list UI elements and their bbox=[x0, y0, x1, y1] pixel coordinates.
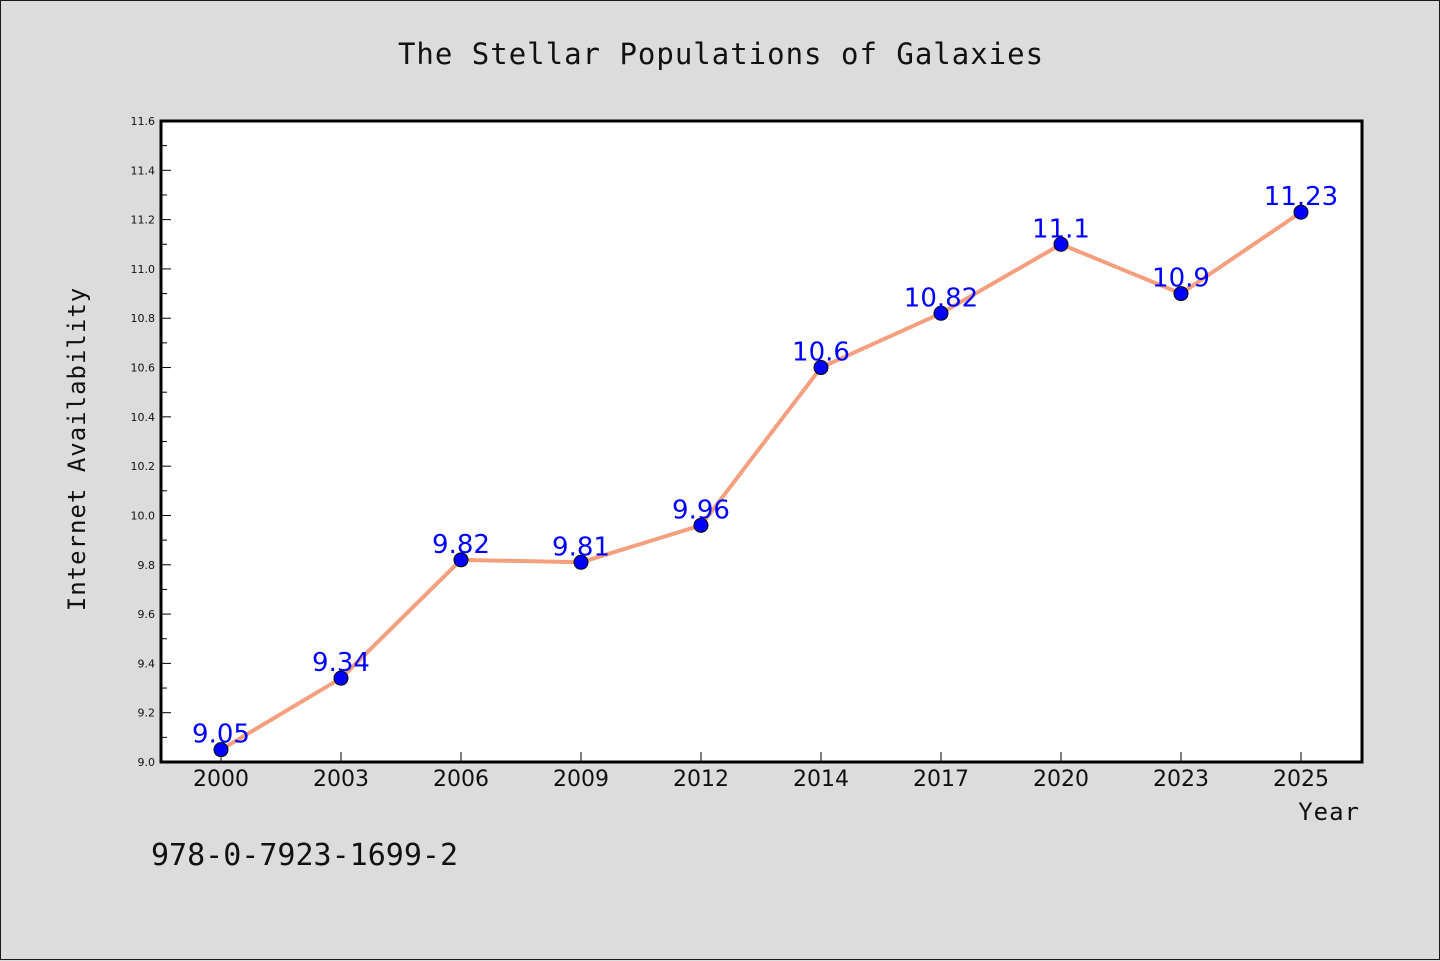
isbn-annotation: 978-0-7923-1699-2 bbox=[151, 838, 458, 873]
y-tick-label: 10.2 bbox=[131, 460, 156, 473]
data-label: 9.81 bbox=[552, 532, 610, 562]
data-label: 9.34 bbox=[312, 648, 370, 678]
data-label: 9.82 bbox=[432, 530, 490, 560]
data-point bbox=[933, 305, 949, 321]
x-tick-label: 2017 bbox=[913, 767, 969, 792]
data-label: 9.96 bbox=[672, 495, 730, 525]
plot-area bbox=[159, 119, 1364, 764]
y-tick-label: 9.8 bbox=[138, 559, 156, 572]
data-point bbox=[693, 517, 709, 533]
x-tick-label: 2020 bbox=[1033, 767, 1089, 792]
data-point bbox=[333, 670, 349, 686]
x-axis-label: Year bbox=[1298, 798, 1360, 826]
y-tick-label: 10.8 bbox=[131, 312, 156, 325]
series-line bbox=[219, 210, 1303, 752]
y-tick-label: 9.4 bbox=[138, 657, 156, 670]
y-tick-label: 10.4 bbox=[131, 411, 156, 424]
x-tick-label: 2023 bbox=[1153, 767, 1209, 792]
data-point bbox=[453, 552, 469, 568]
data-label: 10.6 bbox=[792, 338, 850, 368]
data-point bbox=[1053, 236, 1069, 252]
y-tick-label: 9.6 bbox=[138, 608, 156, 621]
x-tick-label: 2000 bbox=[193, 767, 249, 792]
y-tick-label: 9.0 bbox=[138, 756, 156, 769]
x-tick-label: 2025 bbox=[1273, 767, 1329, 792]
y-tick-label: 11.2 bbox=[131, 214, 156, 227]
x-tick-label: 2009 bbox=[553, 767, 609, 792]
data-label: 10.82 bbox=[904, 283, 978, 313]
y-tick-label: 11.4 bbox=[131, 164, 156, 177]
y-tick-label: 11.0 bbox=[131, 263, 156, 276]
data-point bbox=[1293, 204, 1309, 220]
x-tick-label: 2006 bbox=[433, 767, 489, 792]
y-axis-label: Internet Availability bbox=[63, 287, 91, 611]
chart-title: The Stellar Populations of Galaxies bbox=[398, 37, 1044, 71]
data-point bbox=[1173, 286, 1189, 302]
y-tick-label: 10.6 bbox=[131, 362, 156, 375]
x-tick-label: 2012 bbox=[673, 767, 729, 792]
data-point bbox=[213, 742, 229, 758]
x-axis: 2000 2003 2006 2009 2012 2014 2017 2020 2023 2025 bbox=[193, 752, 1329, 792]
y-tick-label: 9.2 bbox=[138, 707, 156, 720]
data-point bbox=[573, 554, 589, 570]
data-label: 11.23 bbox=[1264, 182, 1338, 212]
y-tick-label: 10.0 bbox=[131, 509, 156, 522]
x-tick-label: 2014 bbox=[793, 767, 849, 792]
data-label: 9.05 bbox=[192, 720, 250, 750]
data-label: 10.9 bbox=[1152, 264, 1210, 294]
y-tick-label: 11.6 bbox=[131, 115, 156, 128]
series-group: 9.05 9.34 9.82 9.81 9.96 10.6 10.82 11.1 10.9 11.… bbox=[192, 182, 1338, 758]
y-axis: 9.0 9.2 9.4 9.6 9.8 10.0 10.2 10.4 10.6 10.8 11.0 1… bbox=[131, 115, 171, 769]
x-tick-label: 2003 bbox=[313, 767, 369, 792]
data-point bbox=[813, 360, 829, 376]
data-label: 11.1 bbox=[1032, 214, 1090, 244]
